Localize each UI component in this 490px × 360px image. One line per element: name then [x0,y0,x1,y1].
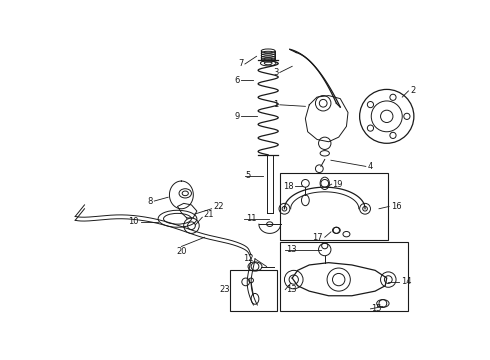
Bar [280,242,409,311]
Text: 8: 8 [147,197,153,206]
Text: 5: 5 [245,171,251,180]
Text: 15: 15 [371,304,382,313]
Text: 13: 13 [286,245,296,254]
Text: 21: 21 [203,210,214,219]
Text: 6: 6 [234,76,240,85]
Text: 1: 1 [273,100,278,109]
Text: 22: 22 [213,202,223,211]
Text: 3: 3 [273,68,278,77]
Text: 10: 10 [128,217,139,226]
Bar [230,270,277,311]
Text: 16: 16 [391,202,401,211]
Text: 17: 17 [313,233,323,242]
Bar [280,172,388,239]
Text: 23: 23 [220,285,230,294]
Text: 13: 13 [286,285,296,294]
Text: 11: 11 [245,214,256,223]
Text: 18: 18 [283,182,294,191]
Text: 19: 19 [333,180,343,189]
Text: 9: 9 [234,112,240,121]
Text: 7: 7 [238,59,244,68]
Text: 12: 12 [243,254,253,263]
Text: 20: 20 [176,247,187,256]
Text: 14: 14 [401,278,411,287]
Text: 2: 2 [410,86,415,95]
Text: 4: 4 [368,162,372,171]
